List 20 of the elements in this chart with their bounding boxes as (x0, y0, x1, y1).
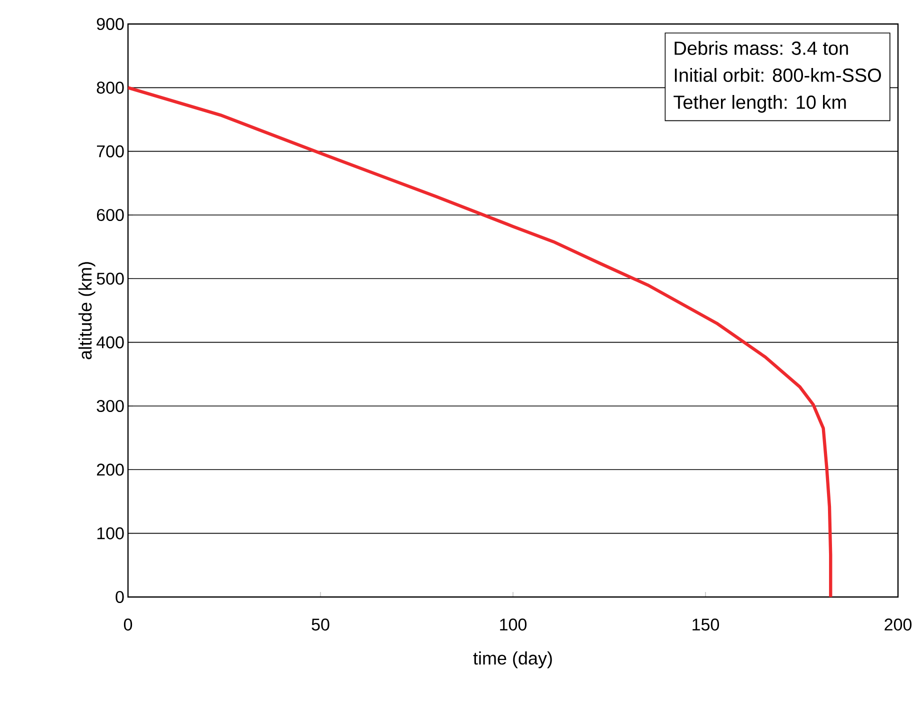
x-tick-label: 0 (124, 618, 132, 631)
annotation: Initial orbit: 800-km-SSO (674, 68, 881, 82)
x-tick-label: 150 (692, 618, 720, 631)
x-tick-label: 200 (884, 618, 912, 631)
y-tick-label: 800 (96, 82, 124, 94)
annotation: Tether length: 10 km (674, 94, 846, 113)
y-tick-label: 400 (96, 336, 124, 348)
y-tick-label: 900 (96, 18, 124, 30)
y-tick-label: 100 (97, 527, 124, 540)
x-axis-title: time (day) (473, 651, 552, 668)
y-tick-label: 300 (96, 400, 124, 412)
y-tick-label: 0 (116, 590, 124, 604)
y-axis-title: altitude (km) (78, 262, 96, 360)
y-tick-label: 600 (96, 208, 124, 222)
y-tick-label: 500 (96, 272, 124, 285)
annotation: Debris mass: 3.4 ton (674, 40, 848, 55)
y-tick-label: 200 (96, 464, 124, 476)
x-tick-label: 100 (500, 618, 527, 631)
y-tick-label: 700 (96, 145, 124, 158)
x-tick-label: 50 (312, 618, 330, 631)
